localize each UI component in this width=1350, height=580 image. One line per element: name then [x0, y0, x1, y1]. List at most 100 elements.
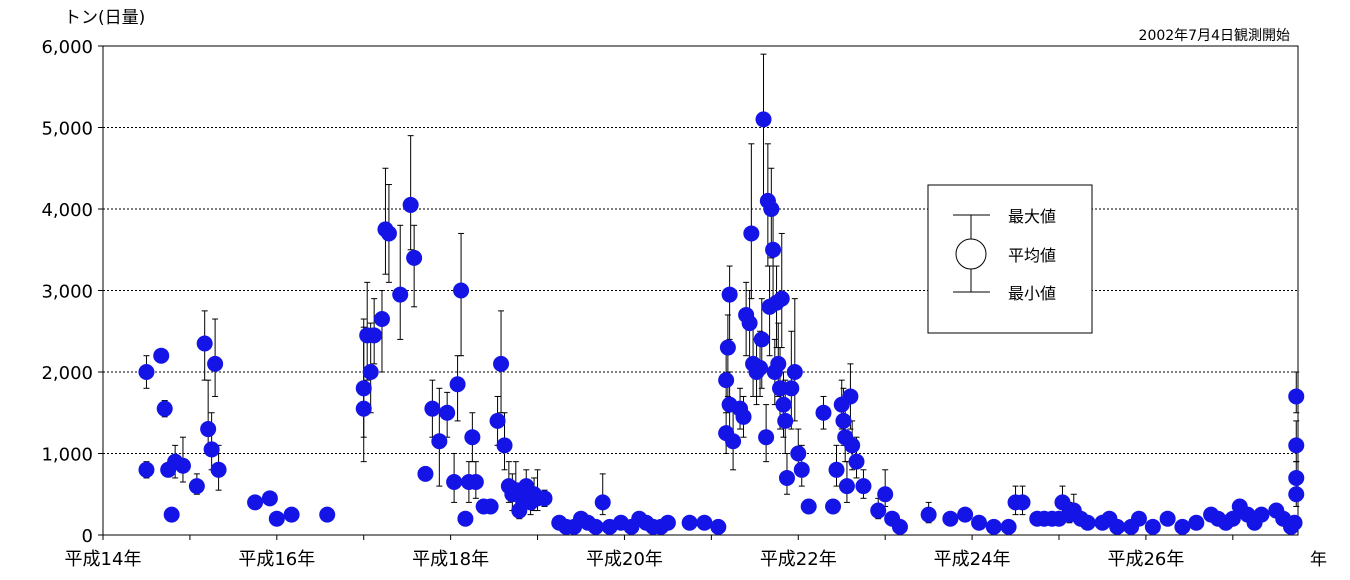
data-point: [800, 498, 817, 515]
data-point: [380, 225, 397, 242]
data-point: [482, 498, 499, 515]
x-tick-label: 平成20年: [586, 549, 663, 570]
legend-label-mean: 平均値: [1008, 246, 1056, 265]
data-point: [138, 461, 155, 478]
data-point: [268, 510, 285, 527]
data-point: [594, 494, 611, 511]
data-point: [1286, 514, 1303, 531]
data-point: [449, 376, 466, 393]
data-point: [942, 510, 959, 527]
data-point: [752, 359, 769, 376]
data-point: [835, 412, 852, 429]
data-point: [773, 290, 790, 307]
data-point: [659, 514, 676, 531]
data-point: [163, 506, 180, 523]
data-point: [188, 478, 205, 495]
data-point: [735, 408, 752, 425]
data-point: [200, 421, 217, 438]
data-point: [848, 453, 865, 470]
data-point: [261, 490, 278, 507]
data-point: [1130, 510, 1147, 527]
data-point: [319, 506, 336, 523]
data-point: [743, 225, 760, 242]
x-axis: 平成14年 平成16年 平成18年 平成20年 平成22年 平成24年 平成26年: [65, 535, 1234, 570]
data-point: [156, 400, 173, 417]
data-point: [1288, 486, 1305, 503]
y-tick-label: 1,000: [41, 445, 93, 466]
data-point: [790, 445, 807, 462]
data-point: [725, 433, 742, 450]
y-tick-label: 4,000: [41, 200, 93, 221]
data-point: [431, 433, 448, 450]
data-point: [696, 514, 713, 531]
data-point: [920, 506, 937, 523]
data-point: [1000, 518, 1017, 535]
legend-box: [927, 184, 1093, 334]
data-point: [815, 404, 832, 421]
data-point: [1054, 494, 1071, 511]
data-point: [1079, 514, 1096, 531]
data-point: [362, 364, 379, 380]
observation-note: 2002年7月4日観測開始: [1139, 27, 1290, 44]
data-point: [496, 437, 513, 454]
data-point: [721, 286, 738, 303]
data-point: [786, 364, 803, 380]
data-point: [138, 364, 155, 380]
data-point: [775, 396, 792, 413]
data-point: [196, 335, 213, 352]
data-point: [891, 518, 908, 535]
data-point: [719, 339, 736, 356]
x-tick-label: 平成14年: [65, 549, 142, 570]
data-points: [138, 53, 1305, 535]
data-point: [763, 201, 780, 217]
y-tick-label: 6,000: [41, 37, 93, 58]
x-end-label: 年: [1310, 550, 1327, 570]
legend-mean-icon: [955, 238, 987, 270]
data-point: [838, 478, 855, 495]
x-tick-label: 平成26年: [1107, 549, 1184, 570]
data-point: [446, 474, 463, 491]
data-point: [828, 461, 845, 478]
data-point: [174, 457, 191, 474]
data-point: [203, 441, 220, 458]
y-tick-label: 2,000: [41, 363, 93, 384]
data-point: [971, 514, 988, 531]
legend-label-max: 最大値: [1008, 207, 1056, 226]
data-point: [511, 502, 528, 519]
data-point: [741, 315, 758, 332]
data-point: [464, 429, 481, 446]
data-point: [453, 282, 470, 299]
data-point: [207, 355, 224, 372]
data-point: [844, 437, 861, 454]
data-point: [755, 111, 772, 128]
data-point: [439, 404, 456, 421]
data-point: [489, 412, 506, 429]
data-point: [587, 518, 604, 535]
data-point: [1188, 514, 1205, 531]
data-point: [1174, 518, 1191, 535]
data-point: [1109, 518, 1126, 535]
data-point: [842, 388, 859, 405]
data-point: [355, 380, 372, 397]
y-unit-label: トン(日量): [64, 8, 145, 28]
data-point: [777, 412, 794, 429]
data-point: [373, 311, 390, 328]
data-point: [772, 380, 789, 397]
data-point: [870, 502, 887, 519]
data-point: [877, 486, 894, 503]
data-point: [985, 518, 1002, 535]
data-point: [783, 380, 800, 397]
data-point: [1253, 506, 1270, 523]
data-point: [770, 355, 787, 372]
data-point: [758, 429, 775, 446]
data-point: [793, 461, 810, 478]
data-point: [681, 514, 698, 531]
data-point: [355, 400, 372, 417]
data-point: [283, 506, 300, 523]
data-point: [1014, 494, 1031, 511]
data-point: [778, 469, 795, 486]
data-point: [957, 506, 974, 523]
data-point: [855, 478, 872, 495]
x-tick-label: 平成24年: [934, 549, 1011, 570]
